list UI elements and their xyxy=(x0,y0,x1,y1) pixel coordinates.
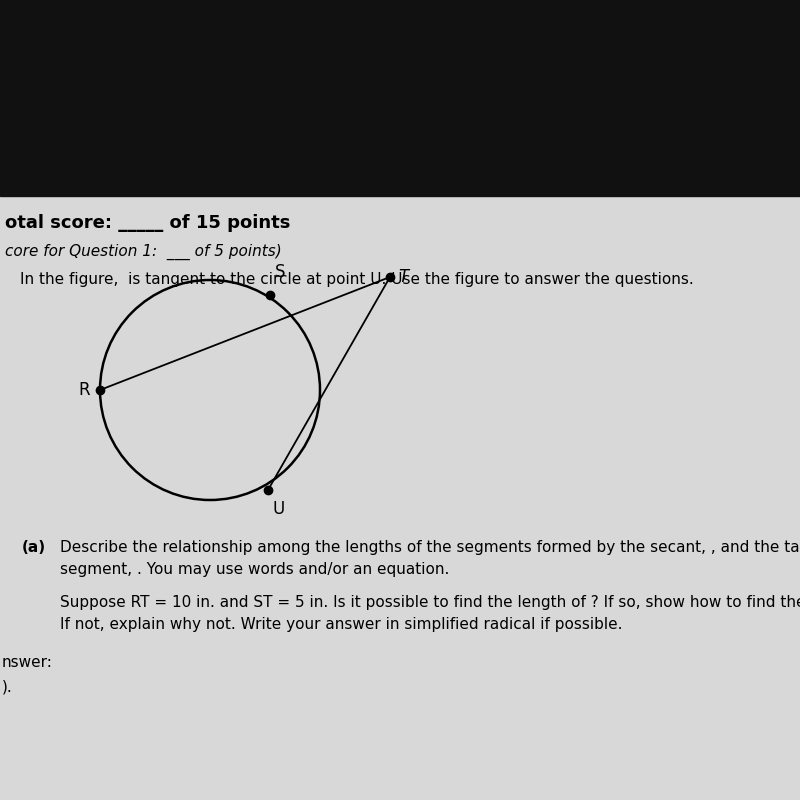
Text: In the figure,  is tangent to the circle at point U. Use the figure to answer th: In the figure, is tangent to the circle … xyxy=(20,272,694,287)
Text: U: U xyxy=(273,500,286,518)
Bar xyxy=(0,0,800,196)
Text: ).: ). xyxy=(2,680,13,695)
Text: otal score: _____ of 15 points: otal score: _____ of 15 points xyxy=(5,214,290,232)
Text: T: T xyxy=(398,268,408,286)
Text: segment, . You may use words and/or an equation.: segment, . You may use words and/or an e… xyxy=(60,562,450,577)
Text: If not, explain why not. Write your answer in simplified radical if possible.: If not, explain why not. Write your answ… xyxy=(60,617,622,632)
Text: R: R xyxy=(78,381,90,399)
Text: Describe the relationship among the lengths of the segments formed by the secant: Describe the relationship among the leng… xyxy=(60,540,800,555)
Text: core for Question 1:  ___ of 5 points): core for Question 1: ___ of 5 points) xyxy=(5,244,282,260)
Text: nswer:: nswer: xyxy=(2,655,53,670)
Text: Suppose RT = 10 in. and ST = 5 in. Is it possible to find the length of ? If so,: Suppose RT = 10 in. and ST = 5 in. Is it… xyxy=(60,595,800,610)
Text: S: S xyxy=(275,263,286,281)
Text: (a): (a) xyxy=(22,540,46,555)
